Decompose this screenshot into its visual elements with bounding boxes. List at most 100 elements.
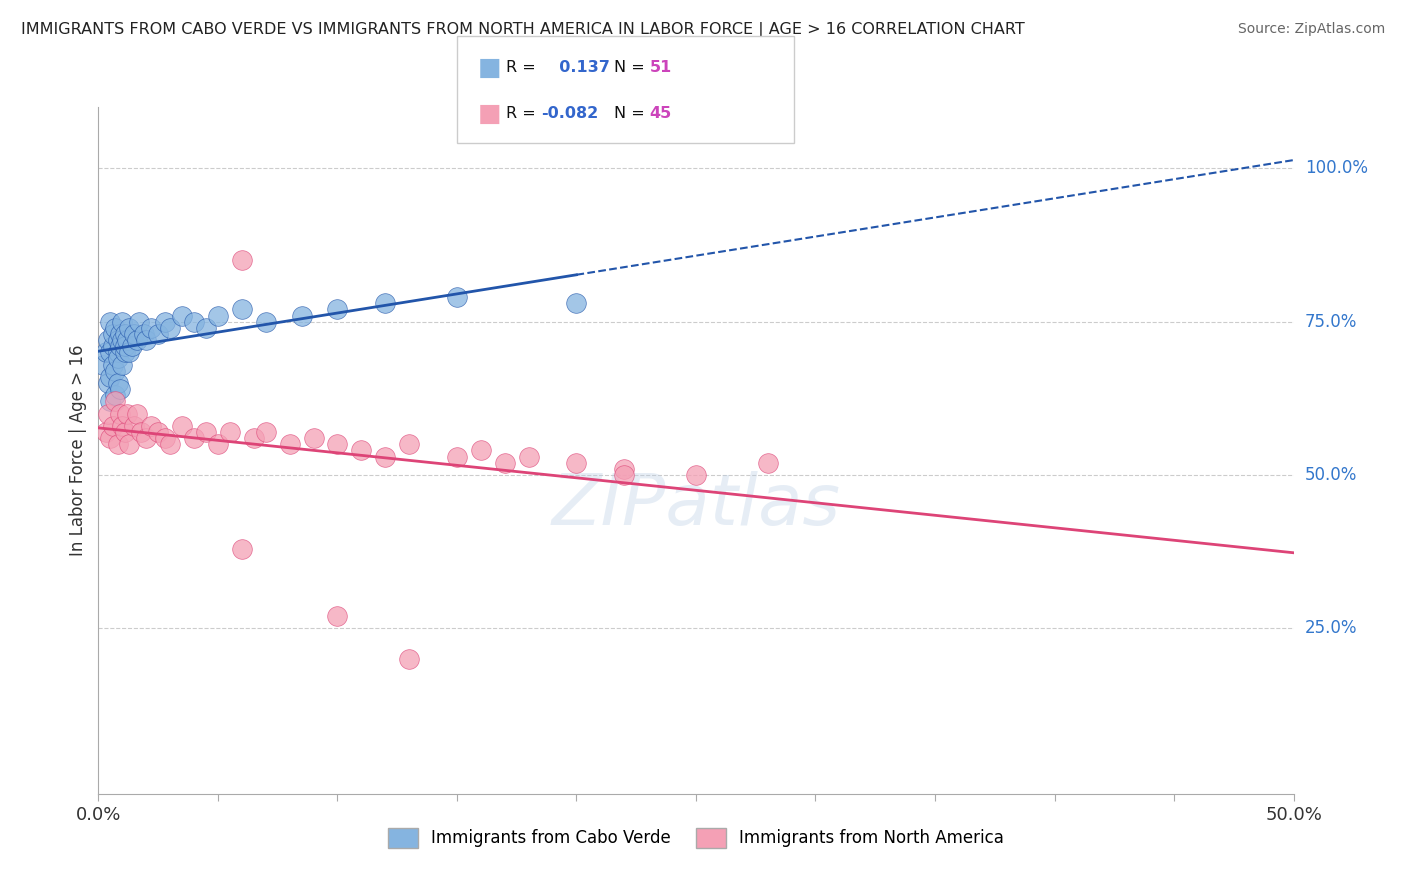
Point — [108, 326, 131, 341]
Point — [94, 425, 117, 439]
Text: N =: N = — [614, 60, 645, 75]
Text: 25.0%: 25.0% — [1305, 619, 1357, 637]
Point — [139, 320, 162, 334]
Point — [132, 326, 155, 341]
Point — [195, 320, 218, 334]
Point — [98, 431, 122, 445]
Point — [111, 358, 134, 372]
Point — [398, 437, 420, 451]
Point — [107, 437, 129, 451]
Legend: Immigrants from Cabo Verde, Immigrants from North America: Immigrants from Cabo Verde, Immigrants f… — [381, 822, 1011, 855]
Point — [135, 431, 157, 445]
Point — [254, 315, 277, 329]
Point — [565, 456, 588, 470]
Point — [326, 437, 349, 451]
Point — [565, 296, 588, 310]
Point — [98, 369, 122, 384]
Point — [231, 253, 253, 268]
Point — [115, 333, 138, 347]
Point — [104, 394, 127, 409]
Point — [107, 345, 129, 359]
Point — [131, 425, 153, 439]
Point — [101, 326, 124, 341]
Point — [291, 309, 314, 323]
Point — [195, 425, 218, 439]
Point — [326, 302, 349, 317]
Point — [231, 302, 253, 317]
Point — [101, 419, 124, 434]
Point — [108, 339, 131, 353]
Point — [124, 419, 146, 434]
Point — [494, 456, 516, 470]
Point — [470, 443, 492, 458]
Point — [91, 358, 114, 372]
Point — [107, 376, 129, 390]
Point — [207, 437, 229, 451]
Point — [756, 456, 779, 470]
Point — [374, 296, 396, 310]
Point — [517, 450, 540, 464]
Point — [97, 376, 120, 390]
Text: ZIPatlas: ZIPatlas — [551, 471, 841, 540]
Point — [115, 407, 138, 421]
Text: 100.0%: 100.0% — [1305, 160, 1368, 178]
Point — [111, 333, 134, 347]
Text: R =: R = — [506, 106, 536, 121]
Point — [101, 358, 124, 372]
Point — [104, 388, 127, 402]
Text: 51: 51 — [650, 60, 672, 75]
Point — [254, 425, 277, 439]
Point — [97, 333, 120, 347]
Point — [350, 443, 373, 458]
Point — [135, 333, 157, 347]
Point — [159, 320, 181, 334]
Point — [219, 425, 242, 439]
Point — [98, 315, 122, 329]
Point — [114, 345, 136, 359]
Text: 50.0%: 50.0% — [1305, 466, 1357, 484]
Point — [125, 333, 148, 347]
Point — [148, 326, 170, 341]
Point — [108, 382, 131, 396]
Point — [114, 425, 136, 439]
Point — [183, 431, 205, 445]
Point — [148, 425, 170, 439]
Point — [172, 419, 194, 434]
Text: R =: R = — [506, 60, 536, 75]
Text: Source: ZipAtlas.com: Source: ZipAtlas.com — [1237, 22, 1385, 37]
Point — [118, 320, 141, 334]
Point — [111, 419, 134, 434]
Point — [398, 652, 420, 666]
Point — [207, 309, 229, 323]
Point — [125, 407, 148, 421]
Point — [111, 315, 134, 329]
Point — [159, 437, 181, 451]
Point — [114, 326, 136, 341]
Point — [104, 364, 127, 378]
Point — [108, 407, 131, 421]
Point — [613, 467, 636, 482]
Point — [121, 339, 143, 353]
Point — [94, 345, 117, 359]
Point — [128, 315, 150, 329]
Text: -0.082: -0.082 — [541, 106, 599, 121]
Point — [231, 541, 253, 556]
Y-axis label: In Labor Force | Age > 16: In Labor Force | Age > 16 — [69, 344, 87, 557]
Point — [114, 339, 136, 353]
Text: 45: 45 — [650, 106, 672, 121]
Point — [101, 339, 124, 353]
Point — [98, 345, 122, 359]
Text: ■: ■ — [478, 55, 502, 79]
Point — [243, 431, 266, 445]
Text: N =: N = — [614, 106, 645, 121]
Point — [302, 431, 325, 445]
Point — [124, 326, 146, 341]
Text: IMMIGRANTS FROM CABO VERDE VS IMMIGRANTS FROM NORTH AMERICA IN LABOR FORCE | AGE: IMMIGRANTS FROM CABO VERDE VS IMMIGRANTS… — [21, 22, 1025, 38]
Text: ■: ■ — [478, 102, 502, 126]
Point — [155, 431, 177, 445]
Point — [446, 290, 468, 304]
Point — [118, 437, 141, 451]
Point — [183, 315, 205, 329]
Point — [97, 407, 120, 421]
Point — [107, 333, 129, 347]
